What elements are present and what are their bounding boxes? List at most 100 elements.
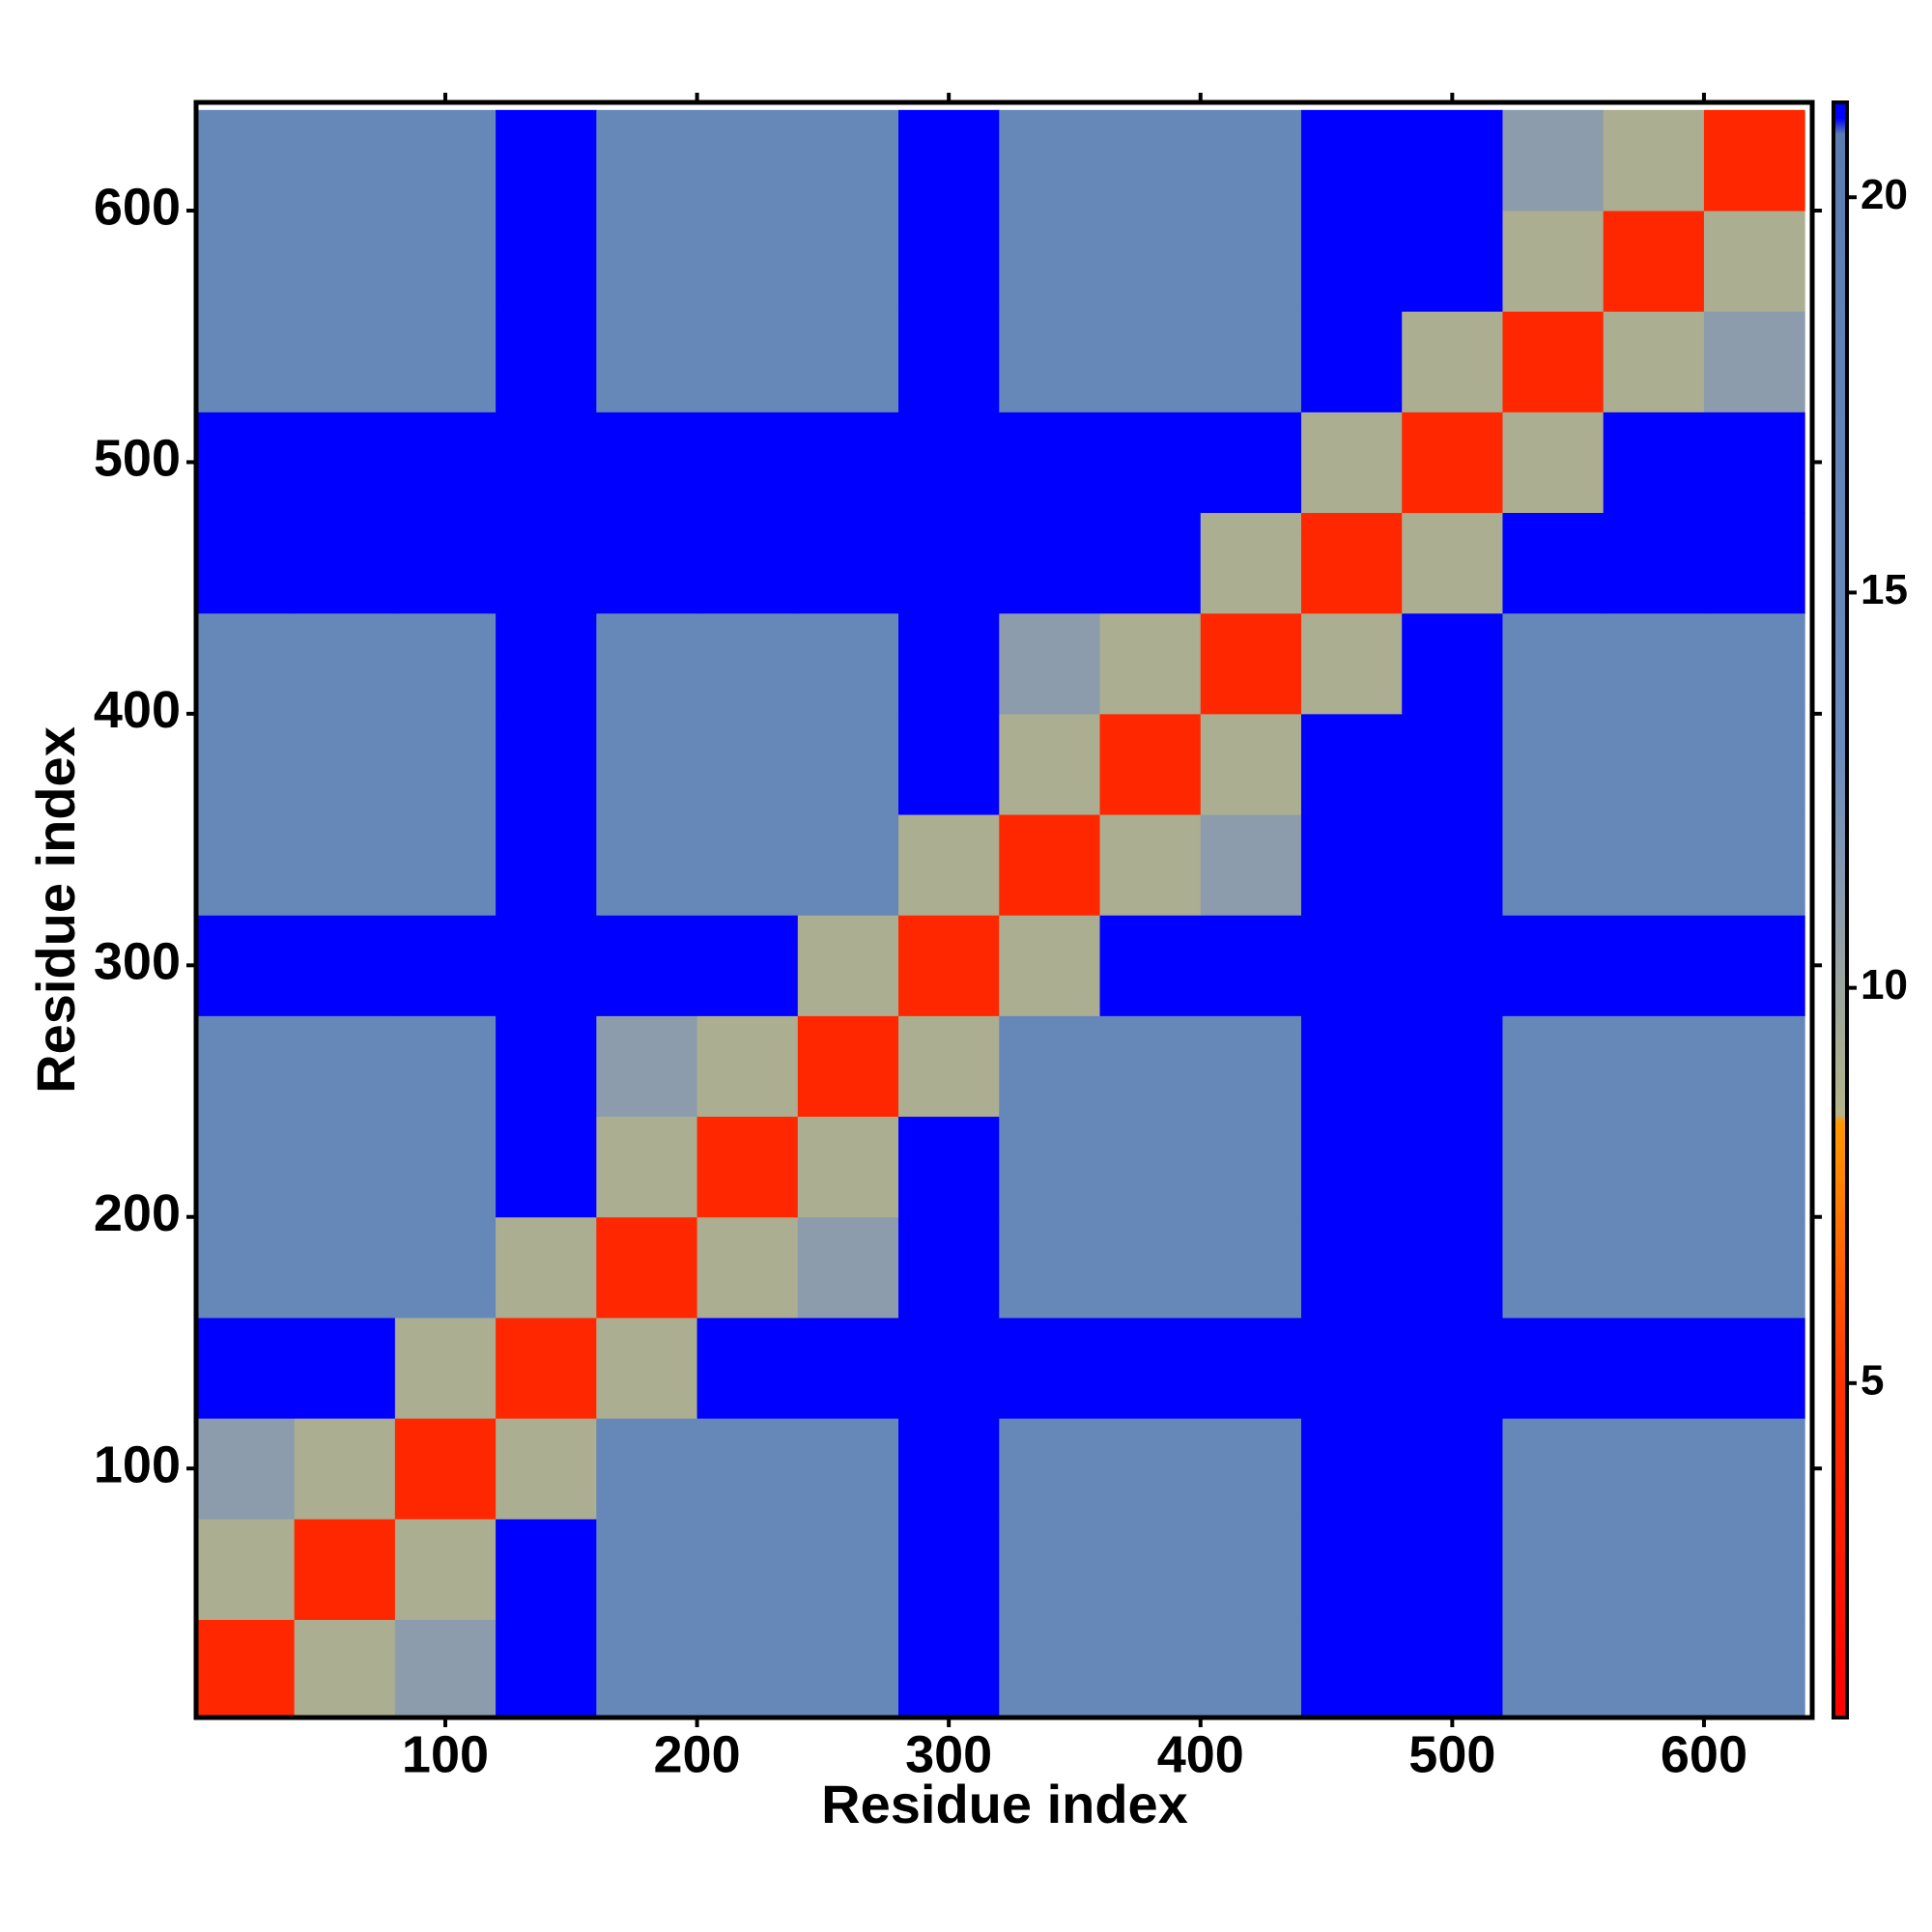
heat-cell <box>1703 814 1805 916</box>
heat-cell <box>1603 311 1705 412</box>
heat-cell <box>1603 612 1705 715</box>
heat-cell <box>1300 1619 1403 1718</box>
heat-cell <box>1200 412 1302 514</box>
heat-cell <box>1603 713 1705 815</box>
heat-cell <box>797 1015 899 1118</box>
heat-cell <box>898 1418 1000 1520</box>
heat-cell <box>1402 311 1503 412</box>
heat-cell <box>394 612 497 715</box>
heat-cell <box>294 109 396 212</box>
x-axis-title: Residue index <box>821 1774 1188 1834</box>
heat-cell <box>696 210 799 312</box>
heat-cell <box>1603 1519 1705 1620</box>
heat-cell <box>898 1317 1000 1419</box>
heat-cell <box>797 1317 899 1419</box>
heat-cell <box>999 1418 1101 1520</box>
heat-cell <box>898 612 1000 715</box>
heat-cell <box>1603 1015 1705 1118</box>
y-tick-label: 100 <box>94 1435 181 1493</box>
heat-cell <box>394 1317 497 1419</box>
heat-cell <box>394 512 497 614</box>
heat-cell <box>1300 814 1403 916</box>
heat-cell <box>1603 109 1705 212</box>
heat-cell <box>1200 713 1302 815</box>
heat-cell <box>999 915 1101 1016</box>
heat-cell <box>999 1116 1101 1218</box>
heat-cell <box>1502 713 1605 815</box>
heat-cell <box>596 512 698 614</box>
heat-cell <box>1703 713 1805 815</box>
heat-cell <box>999 612 1101 715</box>
heat-cell <box>696 1116 799 1218</box>
heat-cell <box>1200 512 1302 614</box>
heat-cell <box>496 814 597 916</box>
heat-cell <box>1502 1216 1605 1319</box>
heat-cell <box>1099 512 1202 614</box>
heat-cell <box>496 1216 597 1319</box>
heat-cell <box>797 1116 899 1218</box>
heat-cell <box>596 412 698 514</box>
heat-cell <box>999 1317 1101 1419</box>
heat-cell <box>294 1317 396 1419</box>
heat-cell <box>696 814 799 916</box>
heat-cell <box>797 814 899 916</box>
heat-cell <box>1603 1619 1705 1718</box>
heat-cell <box>1402 109 1503 212</box>
heat-cell <box>1402 1015 1503 1118</box>
heat-cell <box>196 612 296 715</box>
heat-cell <box>1603 210 1705 312</box>
heat-cell <box>797 713 899 815</box>
heat-cell <box>696 1216 799 1319</box>
heat-cell <box>1200 1317 1302 1419</box>
heat-cell <box>596 915 698 1016</box>
heat-cell <box>898 412 1000 514</box>
heat-cell <box>898 1116 1000 1218</box>
colorbar-tick-label: 5 <box>1861 1356 1884 1404</box>
heat-cell <box>696 412 799 514</box>
heat-cell <box>294 1619 396 1718</box>
heat-cell <box>1200 915 1302 1016</box>
heat-cell <box>1402 512 1503 614</box>
heat-cell <box>1703 1418 1805 1520</box>
heat-cell <box>1502 311 1605 412</box>
heat-cell <box>1200 1418 1302 1520</box>
heat-cell <box>1300 1317 1403 1419</box>
heat-cell <box>1099 1015 1202 1118</box>
heat-cell <box>1099 1619 1202 1718</box>
heat-cell <box>797 512 899 614</box>
heat-cell <box>696 1317 799 1419</box>
heat-cell <box>1099 814 1202 916</box>
plot-frame <box>193 99 1815 1720</box>
heat-cell <box>898 109 1000 212</box>
heat-cell <box>294 1216 396 1319</box>
heat-cell <box>1200 1619 1302 1718</box>
heat-cell <box>797 915 899 1016</box>
heat-cell <box>1200 1519 1302 1620</box>
y-axis-title: Residue index <box>25 726 86 1094</box>
heat-cell <box>1402 1418 1503 1520</box>
heat-cell <box>999 814 1101 916</box>
heat-cell <box>596 713 698 815</box>
heat-cell <box>294 311 396 412</box>
heat-cell <box>1703 1216 1805 1319</box>
heat-cell <box>496 1418 597 1520</box>
heat-cell <box>1703 915 1805 1016</box>
heat-cell <box>1402 612 1503 715</box>
heat-cell <box>898 512 1000 614</box>
heat-cell <box>1099 311 1202 412</box>
heat-cell <box>1200 612 1302 715</box>
heat-cell <box>1703 1619 1805 1718</box>
heat-cell <box>294 1015 396 1118</box>
heat-cell <box>1402 210 1503 312</box>
heat-cell <box>394 1519 497 1620</box>
heat-cell <box>1099 713 1202 815</box>
heat-cell <box>294 512 396 614</box>
heat-cell <box>596 1317 698 1419</box>
heat-cell <box>596 109 698 212</box>
heat-cell <box>797 1216 899 1319</box>
heat-cell <box>496 1015 597 1118</box>
heat-cell <box>1200 814 1302 916</box>
heat-cell <box>496 1519 597 1620</box>
heat-cell <box>696 915 799 1016</box>
x-tick-label: 100 <box>402 1725 489 1783</box>
